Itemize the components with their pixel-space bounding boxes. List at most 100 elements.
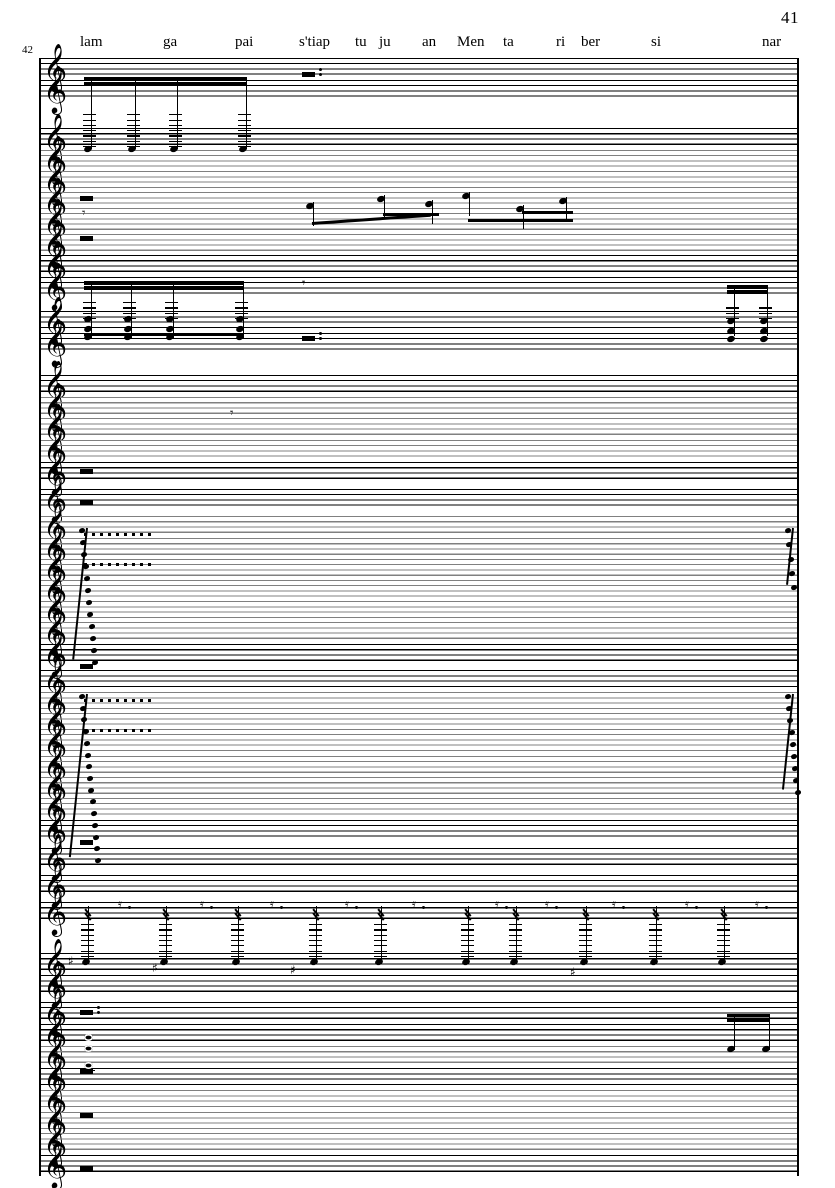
ledger-line <box>238 114 251 116</box>
note-stem <box>565 197 567 221</box>
ledger-line <box>123 302 136 304</box>
treble-clef-icon: 𝄞 <box>43 447 68 495</box>
sixteenth-rest: 𝄿 <box>685 897 689 912</box>
treble-clef-icon: 𝄞 <box>43 860 68 908</box>
staff-lines <box>40 213 797 234</box>
staff-lines <box>40 692 797 713</box>
sixteenth-rest: 𝄿 <box>200 897 204 912</box>
beam <box>84 333 244 336</box>
ledger-line <box>759 307 772 309</box>
ledger-line <box>83 135 96 137</box>
note-stem <box>134 77 136 149</box>
ledger-line <box>81 939 94 942</box>
staff-lines <box>40 1046 797 1067</box>
ledger-line <box>83 140 96 142</box>
ledger-line <box>309 950 322 952</box>
staff-lines <box>40 375 797 396</box>
ledger-line <box>717 955 730 958</box>
staff-lines <box>40 902 797 923</box>
ledger-line <box>83 312 96 314</box>
ledger-line <box>649 939 662 942</box>
multi-measure-rest <box>80 500 93 505</box>
note-stem <box>242 281 244 338</box>
note-stem <box>172 281 174 338</box>
staff-lines <box>40 516 797 537</box>
ledger-line <box>81 924 94 926</box>
ledger-line <box>374 939 387 942</box>
ledger-line <box>159 939 172 942</box>
ledger-line <box>374 955 387 958</box>
ledger-line <box>169 119 182 121</box>
staff-lines <box>40 734 797 755</box>
note-stem <box>383 195 385 219</box>
ledger-line <box>159 924 172 926</box>
ledger-line <box>81 950 94 952</box>
augmentation-dot <box>97 1006 100 1009</box>
note-stem <box>766 285 768 336</box>
staff-lines <box>40 756 797 777</box>
ledger-line <box>127 135 140 137</box>
staff-lines <box>40 875 797 896</box>
augmentation-dot <box>422 906 425 909</box>
whole-notehead <box>84 1062 93 1069</box>
staff-lines <box>40 440 797 461</box>
multi-measure-rest <box>80 1113 93 1118</box>
lyric-syllable: ta <box>503 34 514 50</box>
ledger-line <box>579 950 592 952</box>
ledger-line <box>238 140 251 142</box>
staff-lines <box>40 333 797 354</box>
ledger-line <box>579 934 592 936</box>
note-stem <box>733 285 735 336</box>
note-stem <box>245 77 247 149</box>
ledger-line <box>238 130 251 132</box>
ledger-line <box>717 945 730 947</box>
ledger-line <box>169 135 182 137</box>
ledger-line <box>231 950 244 952</box>
ledger-line <box>579 924 592 926</box>
ledger-line <box>509 934 522 936</box>
lyric-syllable: lam <box>80 34 103 50</box>
ledger-line <box>649 955 662 958</box>
beam <box>468 219 573 223</box>
ledger-line <box>374 945 387 947</box>
ledger-line <box>169 114 182 116</box>
ledger-line <box>649 924 662 926</box>
treble-clef-icon: 𝄞 <box>43 960 68 1008</box>
ledger-line <box>127 114 140 116</box>
ledger-line <box>649 945 662 947</box>
note-stem <box>176 77 178 149</box>
ledger-line <box>759 312 772 314</box>
augmentation-dot <box>319 337 322 340</box>
ledger-line <box>231 924 244 926</box>
ledger-line <box>717 950 730 952</box>
staff-lines <box>40 311 797 332</box>
lyric-syllable: ga <box>163 34 178 50</box>
staff-lines <box>40 397 797 418</box>
note-stem <box>130 281 132 338</box>
staff-lines <box>40 953 797 974</box>
staff-lines <box>40 171 797 192</box>
staff-lines <box>40 1024 797 1045</box>
page-number: 41 <box>781 8 799 27</box>
ledger-line <box>83 124 96 127</box>
note-stem <box>431 200 433 224</box>
ledger-line <box>717 939 730 942</box>
ledger-line <box>309 939 322 942</box>
whole-notehead <box>84 1045 93 1052</box>
ledger-line <box>461 950 474 952</box>
staff-lines <box>40 670 797 691</box>
ledger-line <box>579 945 592 947</box>
augmentation-dot <box>765 906 768 909</box>
ledger-line <box>83 302 96 304</box>
ledger-line <box>509 945 522 947</box>
whole-notehead <box>84 1034 93 1041</box>
staff-lines <box>40 622 797 643</box>
staff-lines <box>40 1133 797 1154</box>
staff-lines <box>40 58 797 79</box>
staff-lines <box>40 777 797 798</box>
ledger-line <box>461 955 474 958</box>
staff-lines <box>40 580 797 601</box>
sharp-accidental: ♯ <box>570 965 576 979</box>
treble-clef-icon: 𝄞 <box>43 1140 68 1188</box>
